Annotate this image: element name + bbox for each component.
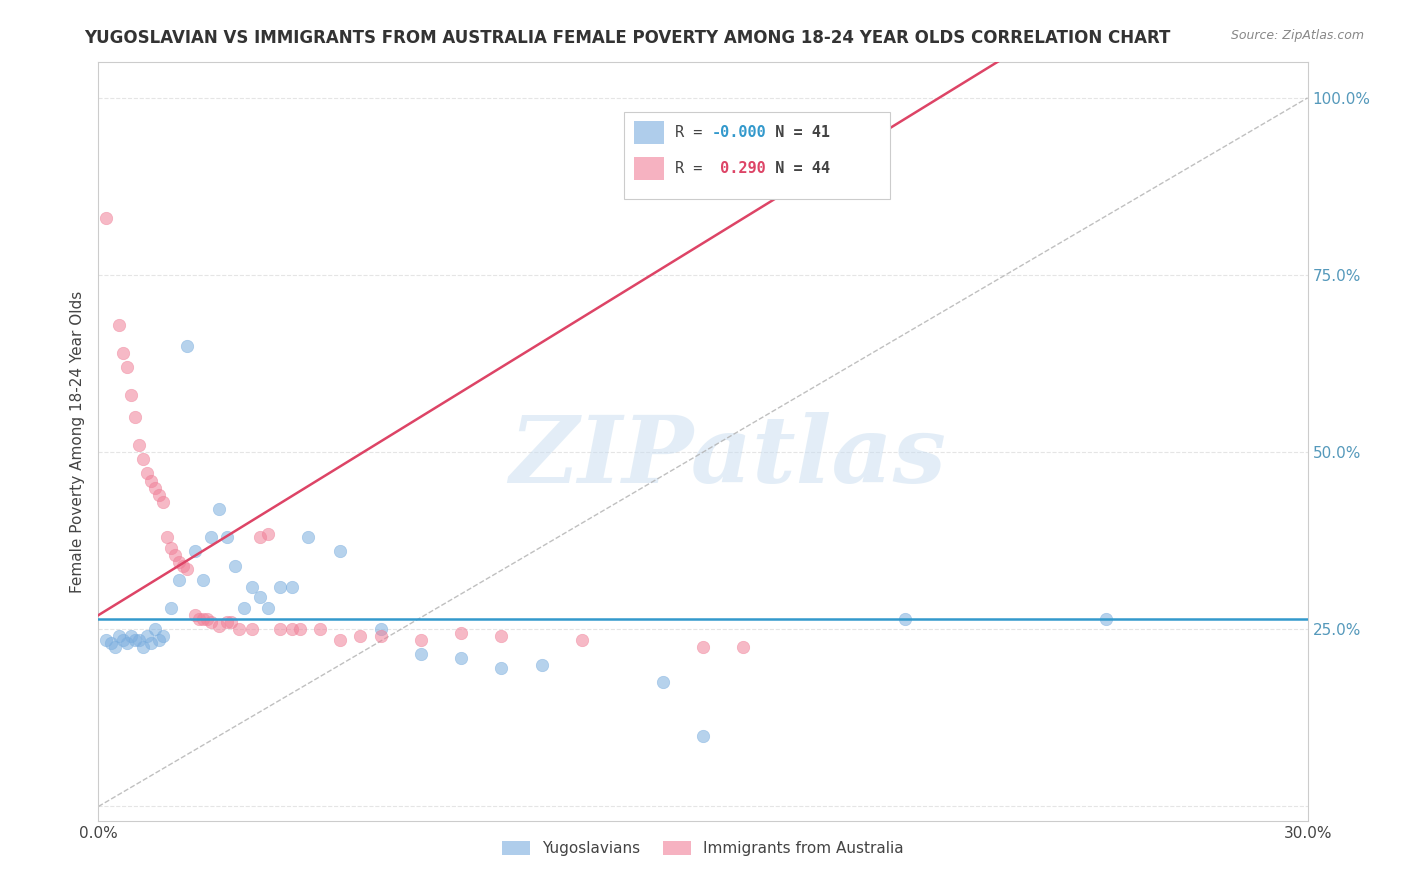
Point: [132, 452, 155, 467]
Point: [103, 640, 125, 654]
Point: [491, 661, 513, 675]
Point: [256, 526, 278, 541]
Y-axis label: Female Poverty Among 18-24 Year Olds: Female Poverty Among 18-24 Year Olds: [70, 291, 86, 592]
Point: [208, 619, 231, 633]
Point: [139, 474, 162, 488]
Point: [269, 623, 291, 637]
Point: [409, 632, 432, 647]
Point: [370, 629, 392, 643]
Point: [115, 636, 138, 650]
Point: [167, 573, 190, 587]
Point: [176, 339, 198, 353]
Point: [1095, 612, 1118, 626]
Point: [143, 481, 166, 495]
Point: [571, 632, 593, 647]
Point: [188, 612, 211, 626]
Point: [530, 657, 553, 672]
Point: [240, 623, 263, 637]
Point: [148, 632, 170, 647]
Point: [288, 623, 311, 637]
Text: ZIPatlas: ZIPatlas: [509, 412, 946, 501]
Point: [249, 530, 271, 544]
Point: [228, 623, 250, 637]
Text: N = 44: N = 44: [758, 161, 831, 176]
Text: R =: R =: [675, 125, 711, 140]
Legend: Yugoslavians, Immigrants from Australia: Yugoslavians, Immigrants from Australia: [496, 835, 910, 863]
Point: [200, 530, 222, 544]
Point: [128, 438, 150, 452]
Text: -0.000: -0.000: [711, 125, 766, 140]
Point: [692, 729, 714, 743]
Point: [893, 612, 915, 626]
Point: [163, 548, 186, 562]
Point: [96, 632, 118, 647]
Point: [249, 591, 271, 605]
Point: [193, 612, 215, 626]
Point: [111, 346, 134, 360]
Point: [167, 555, 190, 569]
FancyBboxPatch shape: [634, 120, 664, 144]
Point: [450, 625, 472, 640]
Point: [176, 562, 198, 576]
Point: [409, 647, 432, 661]
Text: 0.290: 0.290: [711, 161, 766, 176]
Point: [281, 623, 304, 637]
Point: [733, 640, 755, 654]
Point: [143, 623, 166, 637]
Point: [370, 623, 392, 637]
Point: [135, 629, 157, 643]
Point: [120, 388, 142, 402]
Point: [128, 632, 150, 647]
Point: [491, 629, 513, 643]
Point: [329, 632, 352, 647]
Point: [152, 629, 174, 643]
Point: [132, 640, 155, 654]
Point: [651, 675, 673, 690]
Point: [107, 629, 129, 643]
Point: [96, 211, 118, 226]
Point: [184, 544, 207, 558]
Point: [232, 601, 254, 615]
FancyBboxPatch shape: [624, 112, 890, 199]
Point: [160, 541, 183, 555]
Point: [309, 623, 332, 637]
Point: [124, 632, 146, 647]
Point: [195, 612, 218, 626]
Point: [139, 636, 162, 650]
Point: [156, 530, 179, 544]
Point: [111, 632, 134, 647]
Point: [329, 544, 352, 558]
Point: [107, 318, 129, 332]
Point: [148, 488, 170, 502]
Point: [217, 615, 239, 630]
Point: [152, 495, 174, 509]
Text: YUGOSLAVIAN VS IMMIGRANTS FROM AUSTRALIA FEMALE POVERTY AMONG 18-24 YEAR OLDS CO: YUGOSLAVIAN VS IMMIGRANTS FROM AUSTRALIA…: [84, 29, 1171, 46]
Point: [297, 530, 319, 544]
Point: [256, 601, 278, 615]
Point: [135, 467, 157, 481]
FancyBboxPatch shape: [634, 157, 664, 180]
Point: [208, 501, 231, 516]
Point: [269, 580, 291, 594]
Point: [120, 629, 142, 643]
Point: [349, 629, 371, 643]
Point: [217, 530, 239, 544]
Text: Source: ZipAtlas.com: Source: ZipAtlas.com: [1230, 29, 1364, 42]
Point: [100, 636, 122, 650]
Point: [450, 650, 472, 665]
Point: [184, 608, 207, 623]
Point: [160, 601, 183, 615]
Text: N = 41: N = 41: [758, 125, 831, 140]
Point: [221, 615, 243, 630]
Point: [240, 580, 263, 594]
Text: R =: R =: [675, 161, 711, 176]
Point: [224, 558, 246, 573]
Point: [115, 360, 138, 375]
Point: [200, 615, 222, 630]
Point: [692, 640, 714, 654]
Point: [193, 573, 215, 587]
Point: [281, 580, 304, 594]
Point: [172, 558, 194, 573]
Point: [124, 409, 146, 424]
